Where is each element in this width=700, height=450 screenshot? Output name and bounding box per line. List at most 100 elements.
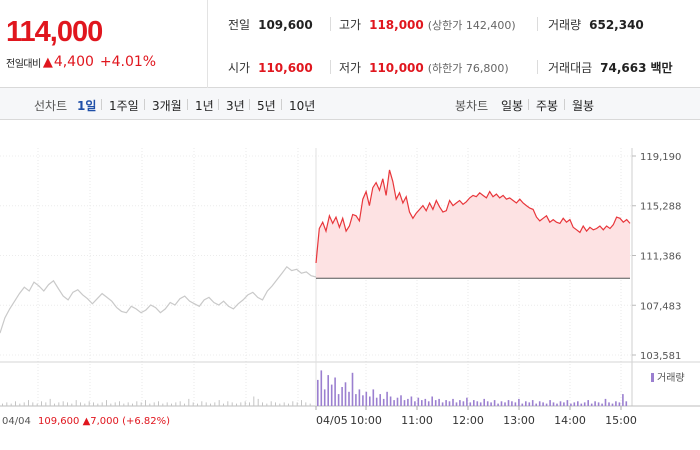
volume-legend-label: 거래량 (657, 372, 685, 384)
volume-bar (127, 402, 129, 406)
volume-bar (507, 400, 510, 406)
volume-bar (466, 397, 468, 406)
volume-bar (587, 400, 589, 406)
volume-bar (538, 401, 541, 407)
prev-day-line (0, 265, 317, 334)
tab-1-year[interactable]: 1년 (195, 99, 214, 113)
stat-value: 652,340 (589, 17, 644, 32)
stat-label: 고가 (339, 18, 362, 32)
volume-bar (15, 401, 16, 407)
tab-10-years[interactable]: 10년 (289, 99, 316, 113)
change-label: 전일대비 (6, 58, 41, 70)
volume-bar (351, 372, 354, 407)
volume-bar (400, 395, 402, 406)
volume-bar (594, 401, 596, 407)
stat-value: 110,000 (369, 60, 424, 75)
volume-bar (563, 402, 565, 406)
x-tick-label: 12:00 (452, 414, 484, 427)
volume-bar (266, 403, 268, 406)
volume-bar (201, 401, 203, 407)
divider (144, 99, 145, 110)
price-area-fill (316, 169, 630, 279)
volume-bar (549, 400, 551, 406)
volume-bar (171, 403, 172, 406)
volume-bar (175, 402, 177, 406)
x-tick-label: 04/05 (316, 414, 348, 427)
divider (249, 99, 250, 110)
volume-bar (214, 402, 216, 406)
volume-bar (427, 401, 430, 407)
stat-value: 118,000 (369, 17, 424, 32)
volume-bar (414, 401, 416, 407)
volume-bar (583, 402, 586, 406)
prev-day-rate: (+6.82%) (122, 416, 171, 427)
price-box: 114,000 전일대비 ▲ 4,400 +4.01% (0, 0, 208, 88)
tab-1-day[interactable]: 1일 (77, 99, 97, 113)
volume-bar (123, 403, 125, 406)
tab-monthly-candle[interactable]: 월봉 (572, 99, 595, 113)
volume-bar (604, 398, 607, 406)
volume-bar (521, 403, 524, 406)
stat-label: 저가 (339, 61, 362, 75)
volume-bar (249, 402, 250, 406)
volume-bar (119, 401, 120, 407)
volume-bar (434, 400, 437, 406)
volume-bar (580, 403, 583, 406)
volume-bar (71, 403, 73, 406)
volume-bar (348, 391, 350, 407)
divider (330, 60, 331, 74)
volume-bar (296, 402, 298, 406)
stat-low: 저가 110,000 (하한가 76,800) (339, 59, 509, 76)
volume-bar (455, 402, 458, 406)
volume-bar (19, 403, 21, 406)
tab-weekly-candle[interactable]: 주봉 (536, 99, 559, 113)
volume-bar (358, 389, 361, 406)
volume-bar (382, 398, 385, 406)
volume-bar (493, 400, 496, 406)
volume-bar (49, 398, 51, 406)
volume-bar (622, 394, 624, 406)
volume-bar (10, 403, 12, 406)
volume-bar (320, 370, 323, 406)
candle-chart-label: 봉차트 (455, 99, 489, 113)
volume-bar (67, 402, 68, 406)
volume-bar (375, 397, 378, 406)
volume-bar (309, 403, 311, 406)
x-tick-label: 11:00 (401, 414, 433, 427)
volume-bar (497, 403, 499, 406)
tab-5-years[interactable]: 5년 (257, 99, 276, 113)
volume-bar (514, 402, 517, 406)
tab-3-months[interactable]: 3개월 (152, 99, 182, 113)
stat-turnover: 거래대금 74,663 백만 (548, 59, 673, 76)
volume-bar (469, 402, 472, 406)
stat-open: 시가 110,600 (228, 59, 313, 76)
y-tick-label: 111,386 (640, 251, 681, 262)
volume-bar (545, 403, 548, 406)
volume-bar (28, 400, 29, 406)
volume-bar (341, 387, 343, 406)
stat-label: 시가 (228, 61, 251, 75)
volume-bar (473, 400, 475, 406)
volume-bar (6, 402, 8, 406)
volume-bar (542, 402, 544, 406)
y-tick-label: 115,288 (640, 202, 681, 213)
volume-bar (337, 394, 340, 406)
volume-bar (223, 403, 224, 406)
tab-1-week[interactable]: 1주일 (109, 99, 139, 113)
tab-3-years[interactable]: 3년 (226, 99, 245, 113)
volume-bar (483, 398, 485, 406)
volume-bar (424, 398, 427, 406)
volume-bar (257, 398, 259, 406)
volume-bar (511, 401, 513, 407)
volume-bar (236, 403, 237, 406)
up-arrow-icon: ▲ (42, 54, 53, 70)
x-tick-label: 14:00 (554, 414, 586, 427)
stat-unit: 백만 (650, 61, 673, 75)
volume-bar (283, 402, 285, 406)
volume-bar (153, 402, 155, 406)
divider (330, 17, 331, 31)
volume-bar (166, 402, 168, 406)
tab-daily-candle[interactable]: 일봉 (501, 99, 524, 113)
volume-bar (334, 377, 336, 406)
